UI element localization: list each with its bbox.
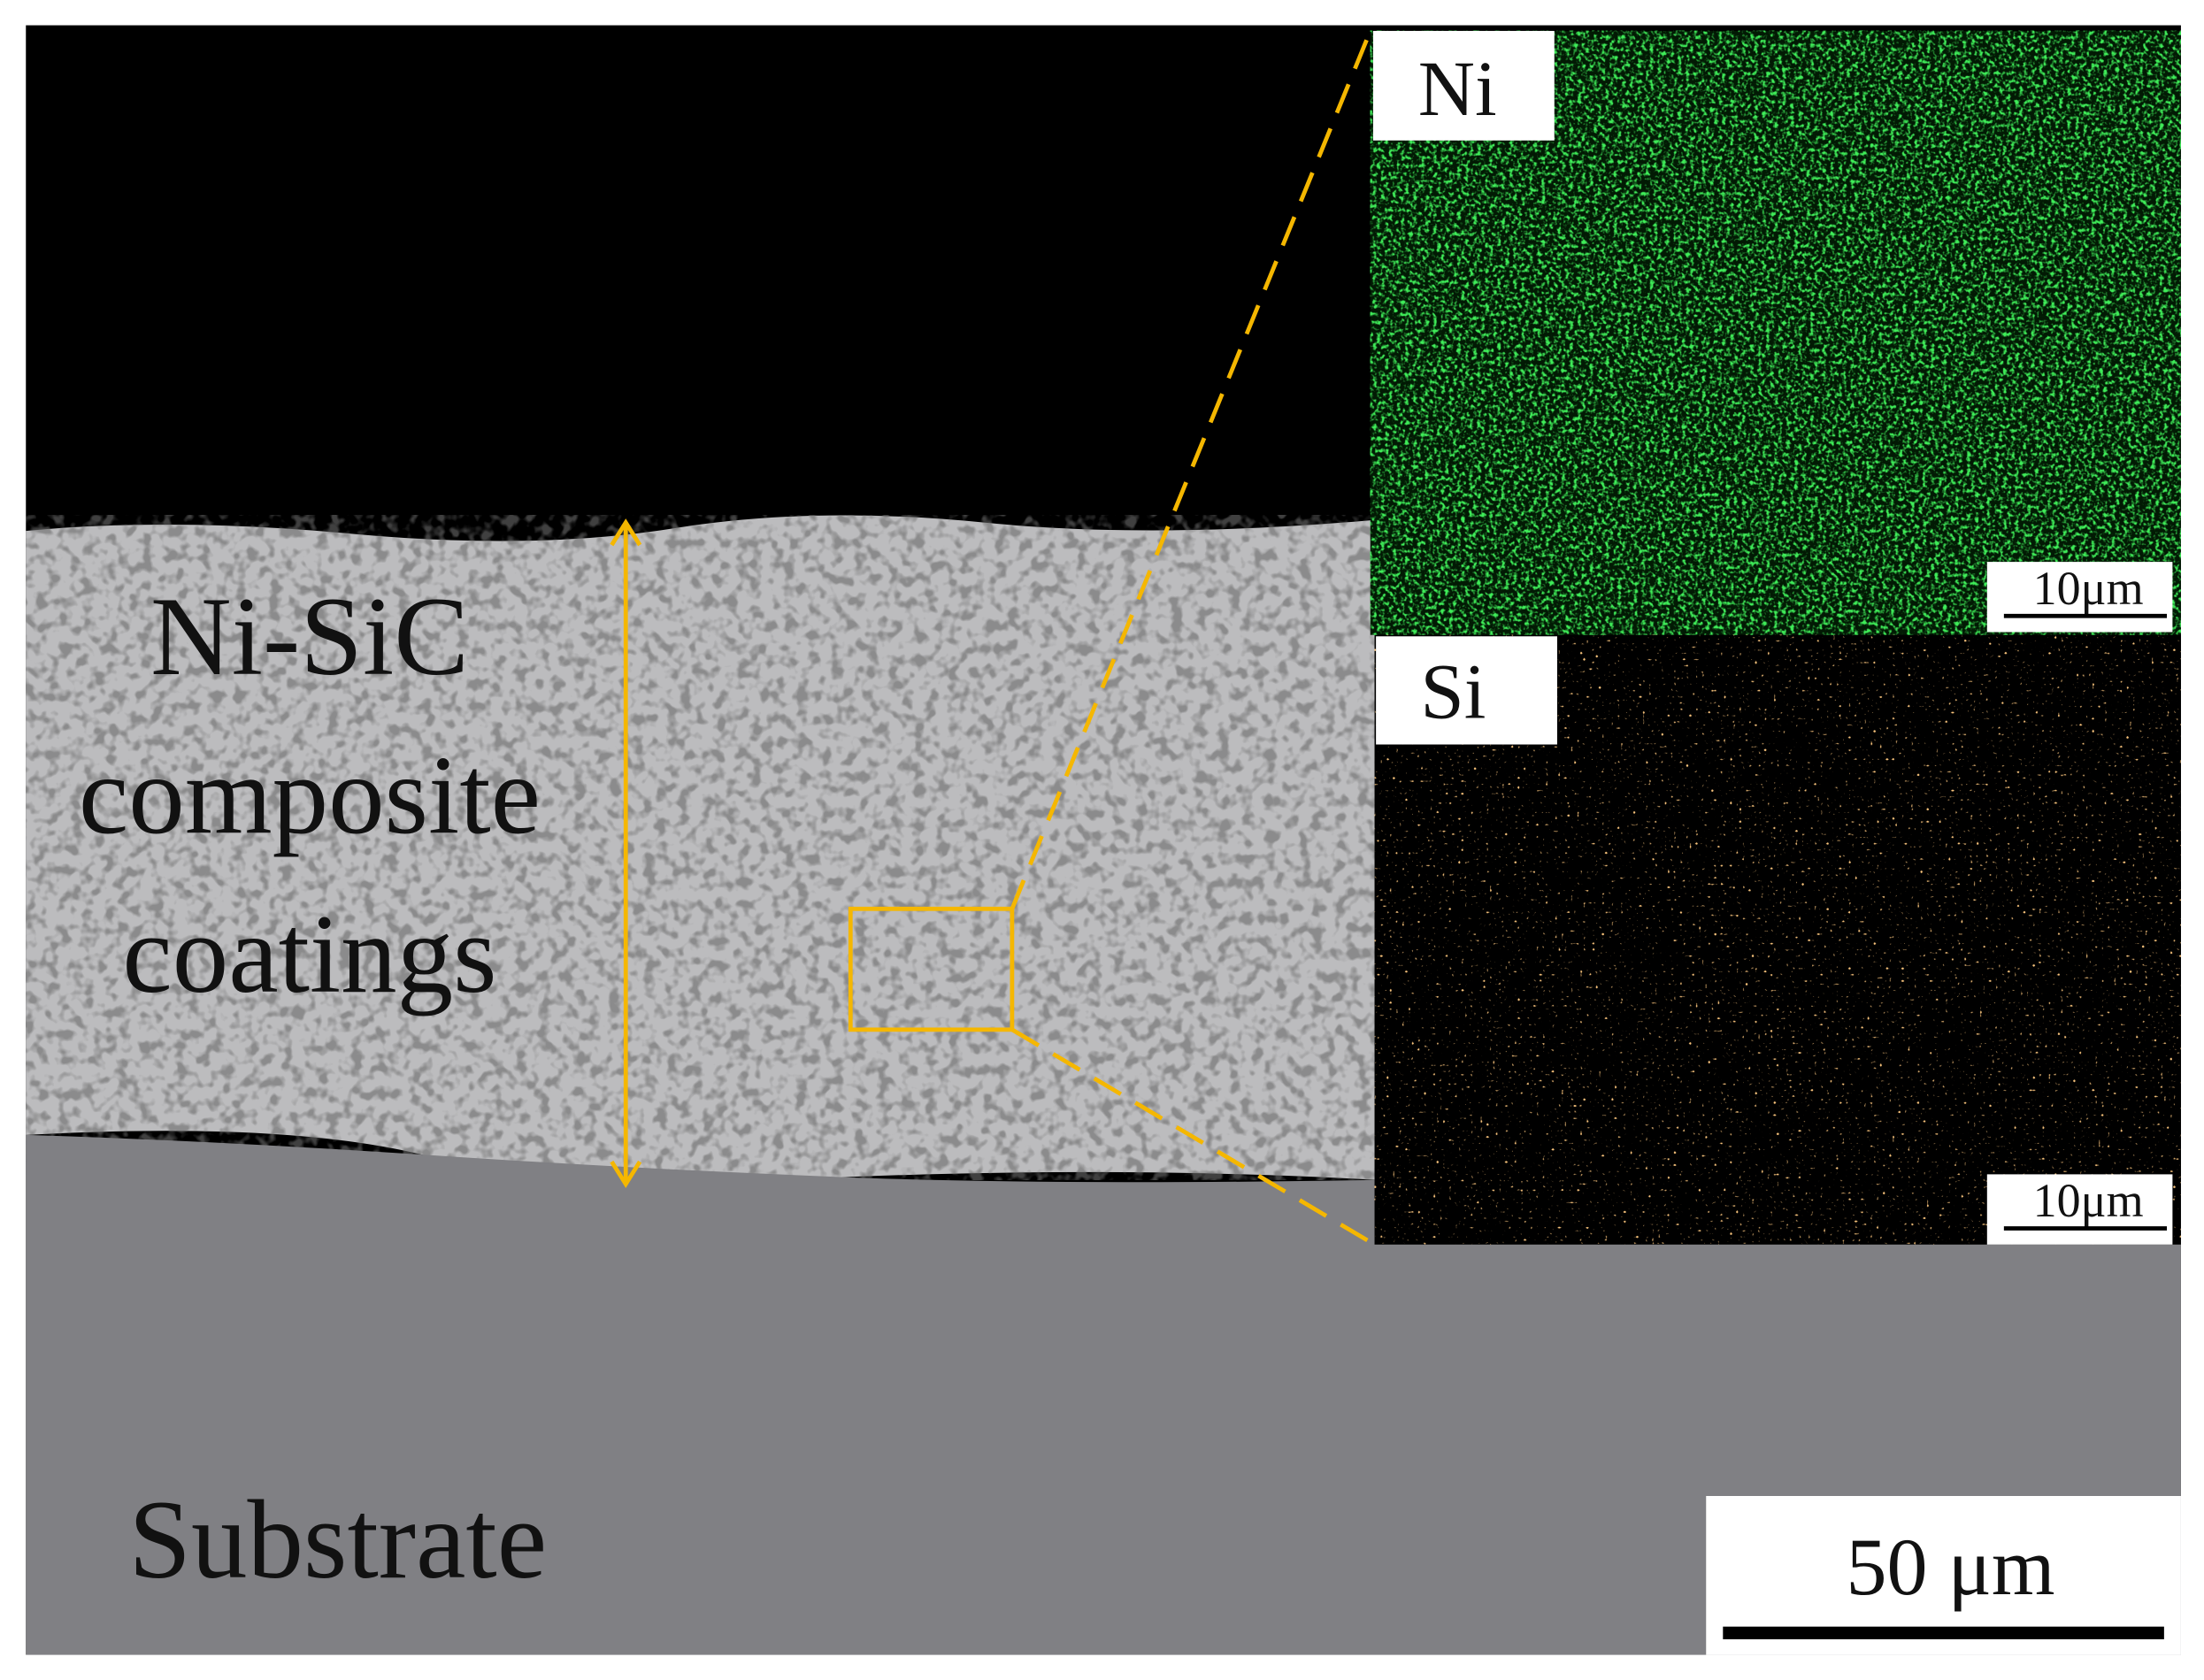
scale-box <box>1986 1174 2173 1245</box>
coating-label: composite <box>79 734 541 858</box>
arrow-head <box>610 1160 642 1189</box>
scale-label: 10μm <box>2033 1174 2144 1227</box>
zoom-line <box>1010 1027 1376 1247</box>
element-label: Ni <box>1418 46 1497 133</box>
coating-label: coatings <box>122 893 496 1016</box>
arrow-head <box>610 518 642 547</box>
scale-bar <box>2003 613 2168 618</box>
substrate-layer <box>26 1134 2181 1655</box>
element-label: Si <box>1420 648 1486 735</box>
zoom-line <box>1010 30 1372 910</box>
scale-label: 10μm <box>2033 562 2144 615</box>
scale-bar <box>2003 1226 2168 1231</box>
scale-bar <box>1723 1626 2164 1639</box>
zoom-box <box>848 906 1015 1032</box>
substrate-label: Substrate <box>128 1478 547 1602</box>
element-box <box>1372 30 1555 141</box>
scale-box <box>1986 562 2173 633</box>
element-box <box>1376 636 1557 745</box>
coating-label: Ni-SiC <box>150 575 469 699</box>
scale-label: 50 μm <box>1846 1522 2054 1612</box>
coating-texture <box>26 515 1378 1180</box>
annotations <box>610 30 1376 1247</box>
